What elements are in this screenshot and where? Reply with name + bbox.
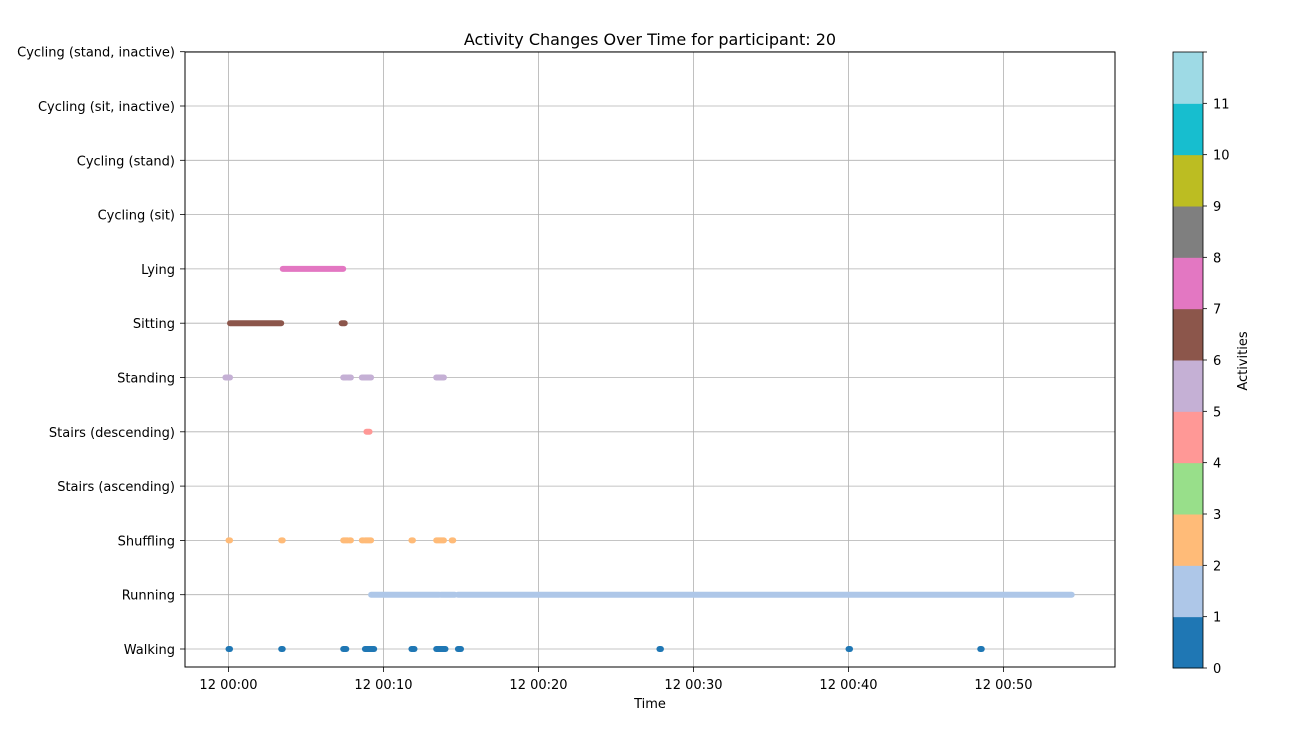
x-tick-label: 12 00:20 — [509, 678, 567, 693]
y-tick-label: Cycling (sit, inactive) — [38, 100, 175, 115]
x-tick-label: 12 00:50 — [974, 678, 1032, 693]
chart-title: Activity Changes Over Time for participa… — [464, 30, 836, 49]
colorbar-label: Activities — [1236, 331, 1251, 391]
colorbar-tick-label: 4 — [1213, 457, 1221, 472]
colorbar-swatch — [1173, 565, 1203, 618]
colorbar-swatch — [1173, 308, 1203, 361]
colorbar-tick-label: 10 — [1213, 149, 1230, 164]
colorbar-tick-label: 1 — [1213, 611, 1221, 626]
colorbar-tick-label: 0 — [1213, 662, 1221, 677]
data-layer — [222, 265, 1075, 652]
y-tick-label: Stairs (ascending) — [57, 480, 175, 495]
colorbar-tick-label: 6 — [1213, 354, 1221, 369]
y-tick-label: Standing — [117, 372, 175, 387]
colorbar-swatch — [1173, 514, 1203, 566]
colorbar-tick-label: 7 — [1213, 303, 1221, 318]
y-tick-label: Running — [122, 589, 175, 604]
y-tick-label: Cycling (sit) — [98, 209, 175, 224]
plot-frame — [184, 51, 1116, 668]
colorbar-swatch — [1173, 206, 1203, 258]
y-tick-label: Cycling (stand) — [77, 154, 175, 169]
colorbar-swatch — [1173, 411, 1203, 464]
colorbar-tick-label: 2 — [1213, 559, 1221, 574]
x-tick-label: 12 00:30 — [664, 678, 722, 693]
colorbar-tick-label: 9 — [1213, 200, 1221, 215]
colorbar-swatch — [1173, 52, 1203, 104]
y-tick-label: Walking — [124, 643, 175, 658]
x-tick-label: 12 00:00 — [199, 678, 257, 693]
colorbar-tick-label: 11 — [1213, 97, 1230, 112]
x-axis-label: Time — [633, 697, 666, 712]
colorbar: 0 1 2 3 4 5 6 7 8 9 10 11 — [1172, 51, 1230, 677]
colorbar-tick-label: 8 — [1213, 251, 1221, 266]
colorbar-swatch — [1173, 462, 1203, 515]
colorbar-swatch — [1173, 360, 1203, 412]
colorbar-swatch — [1173, 257, 1203, 310]
x-tick-label: 12 00:10 — [354, 678, 412, 693]
colorbar-tick-label: 5 — [1213, 405, 1221, 420]
y-tick-label: Stairs (descending) — [49, 426, 175, 441]
x-axis: 12 00:00 12 00:10 12 00:20 12 00:30 12 00:40… — [199, 667, 1033, 693]
colorbar-swatch — [1173, 154, 1203, 207]
y-tick-label: Sitting — [133, 317, 175, 332]
y-tick-label: Shuffling — [118, 534, 175, 549]
colorbar-tick-label: 3 — [1213, 508, 1221, 523]
y-axis: Walking Running Shuffling Stairs (ascending… — [17, 46, 185, 658]
grid-layer — [185, 51, 1115, 667]
colorbar-swatch — [1173, 103, 1203, 156]
y-tick-label: Lying — [141, 263, 175, 278]
y-tick-label: Cycling (stand, inactive) — [17, 46, 175, 61]
x-tick-label: 12 00:40 — [819, 678, 877, 693]
colorbar-swatch — [1173, 616, 1203, 669]
